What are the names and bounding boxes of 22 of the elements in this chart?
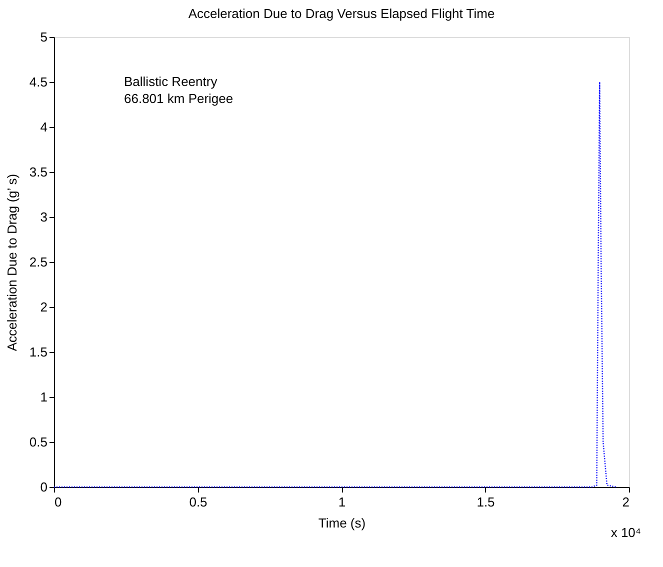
x-tick-label: 1.5	[476, 494, 495, 510]
y-tick-label: 4.5	[29, 74, 48, 90]
y-tick-label: 2.5	[29, 254, 48, 270]
x-tick-label: 0.5	[189, 494, 208, 510]
chart-title: Acceleration Due to Drag Versus Elapsed Flight Time	[188, 6, 495, 21]
text: x 10⁴	[610, 525, 641, 540]
y-tick-label: 5	[40, 30, 48, 44]
x-tick-label: 0	[54, 494, 62, 510]
y-tick-label: 2	[40, 300, 48, 314]
y-tick-label: 4	[40, 120, 48, 134]
x-tick-label: 1	[338, 494, 346, 510]
x-axis-title: Time (s)	[318, 516, 366, 530]
annotation: Ballistic Reentry	[124, 74, 218, 89]
y-tick-label: 0	[40, 480, 48, 494]
x-tick-label: 2	[622, 494, 630, 510]
y-tick-label: 1	[40, 390, 48, 404]
y-tick-label: 3	[40, 210, 48, 224]
annotation: 66.801 km Perigee	[124, 91, 234, 106]
y-tick-label: 3.5	[29, 164, 48, 180]
y-tick-label: 1.5	[29, 344, 48, 360]
y-tick-label: 0.5	[29, 434, 48, 450]
y-axis-title: Acceleration Due to Drag (g’ s)	[4, 174, 20, 352]
